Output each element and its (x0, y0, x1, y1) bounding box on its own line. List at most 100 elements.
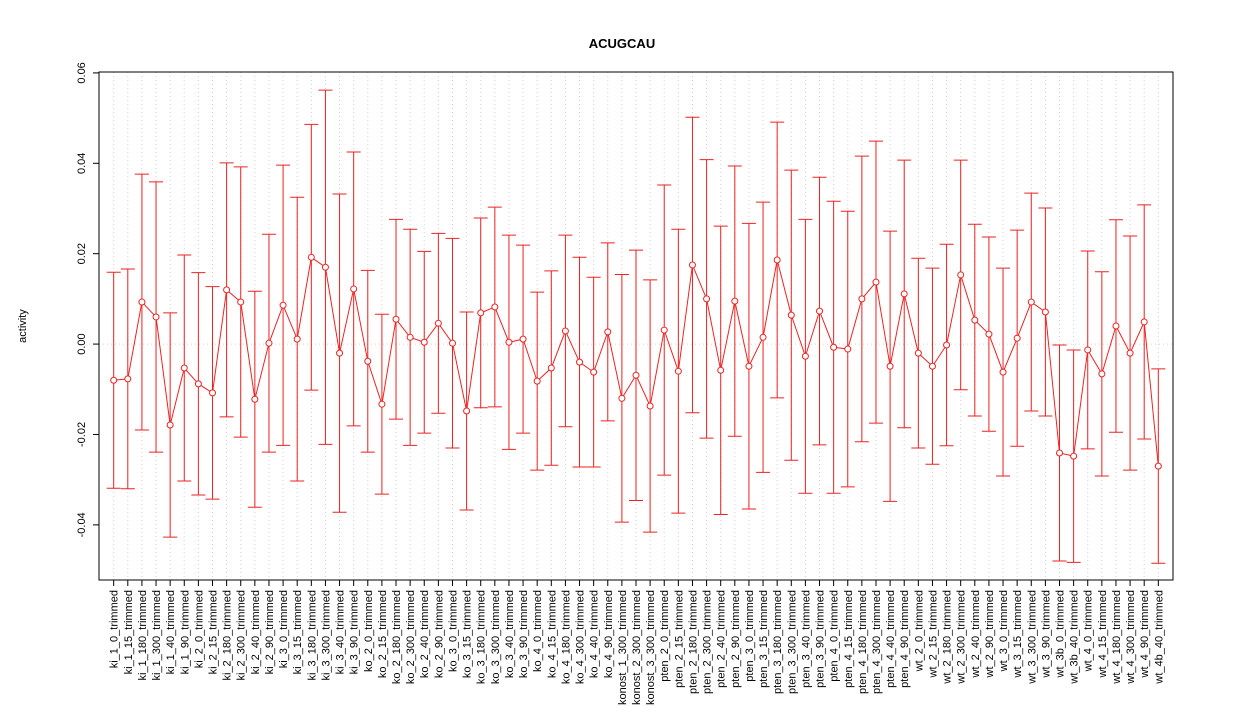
x-tick-label: pten_4_90_trimmed (899, 590, 911, 688)
y-axis-label: activity (17, 309, 29, 343)
y-tick-label: 0.00 (76, 333, 88, 354)
x-tick-label: ko_3_40_trimmed (504, 590, 516, 678)
point (251, 395, 259, 403)
point (1041, 308, 1049, 316)
x-tick-label: ki_3_90_trimmed (349, 590, 361, 674)
x-tick-label: pten_2_180_trimmed (687, 590, 699, 694)
point (491, 303, 499, 311)
x-tick-label: ki_1_300_trimmed (151, 590, 163, 681)
x-tick-label: wt_2_15_trimmed (927, 590, 939, 678)
x-tick-label: pten_3_15_trimmed (758, 590, 770, 688)
x-tick-label: ko_2_0_trimmed (363, 590, 375, 672)
x-tick-label: wt_2_0_trimmed (913, 590, 925, 672)
x-tick-label: ko_3_180_trimmed (476, 590, 488, 684)
x-tick-label: wt_4_180_trimmed (1111, 590, 1123, 685)
point (350, 285, 358, 293)
point (646, 402, 654, 410)
point (576, 358, 584, 366)
point (928, 362, 936, 370)
x-tick-label: wt_3b_0_trimmed (1055, 590, 1067, 678)
x-tick-label: ko_2_15_trimmed (377, 590, 389, 678)
point (533, 377, 541, 385)
x-tick-label: wt_4_0_trimmed (1083, 590, 1095, 672)
x-tick-label: pten_3_180_trimmed (772, 590, 784, 694)
x-tick-label: ko_2_90_trimmed (433, 590, 445, 678)
point (378, 400, 386, 408)
plot-frame (98, 71, 1174, 581)
x-tick-label: ko_4_90_trimmed (603, 590, 615, 678)
point (1027, 298, 1035, 306)
point (1154, 462, 1162, 470)
x-tick-label: ki_2_40_trimmed (250, 590, 262, 674)
x-tick-label: ko_3_90_trimmed (518, 590, 530, 678)
x-tick-label: pten_4_180_trimmed (857, 590, 869, 694)
point (773, 256, 781, 264)
point (787, 311, 795, 319)
x-tick-label: ki_1_15_trimmed (123, 590, 135, 674)
point (307, 253, 315, 261)
point (717, 366, 725, 374)
point (463, 407, 471, 415)
point (844, 345, 852, 353)
point (505, 338, 513, 346)
x-tick-label: konost_1_300_trimmed (617, 590, 629, 705)
point (731, 297, 739, 305)
x-tick-label: wt_2_180_trimmed (942, 590, 954, 685)
x-tick-label: pten_4_15_trimmed (843, 590, 855, 688)
point (1126, 349, 1134, 357)
point (519, 335, 527, 343)
x-tick-label: ki_2_0_trimmed (193, 590, 205, 668)
y-tick-label: 0.02 (76, 243, 88, 264)
x-tick-label: ki_1_90_trimmed (179, 590, 191, 674)
y-tick-label: 0.04 (76, 153, 88, 174)
point (194, 380, 202, 388)
point (604, 328, 612, 336)
point (858, 295, 866, 303)
x-tick-label: wt_2_40_trimmed (970, 590, 982, 678)
point (434, 319, 442, 327)
point (1056, 449, 1064, 457)
point (816, 307, 824, 315)
x-tick-label: ki_3_15_trimmed (292, 590, 304, 674)
point (830, 343, 838, 351)
point (208, 389, 216, 397)
point (1013, 334, 1021, 342)
point (321, 263, 329, 271)
point (688, 261, 696, 269)
chart-title: ACUGCAU (589, 36, 655, 51)
x-tick-label: ki_1_0_trimmed (109, 590, 121, 668)
x-tick-label: ki_3_0_trimmed (278, 590, 290, 668)
x-tick-label: ki_1_40_trimmed (165, 590, 177, 674)
point (999, 368, 1007, 376)
x-tick-label: wt_3b_40_trimmed (1069, 590, 1081, 685)
x-tick-label: pten_2_40_trimmed (716, 590, 728, 688)
x-tick-label: pten_4_0_trimmed (829, 590, 841, 682)
x-tick-label: pten_3_0_trimmed (744, 590, 756, 682)
x-tick-label: pten_4_40_trimmed (885, 590, 897, 688)
x-tick-label: pten_3_40_trimmed (800, 590, 812, 688)
point (745, 362, 753, 370)
point (985, 330, 993, 338)
x-tick-label: ko_4_15_trimmed (546, 590, 558, 678)
x-tick-label: ki_2_90_trimmed (264, 590, 276, 674)
point (124, 375, 132, 383)
x-tick-label: wt_2_90_trimmed (984, 590, 996, 678)
x-tick-label: ki_2_180_trimmed (222, 590, 234, 681)
point (279, 301, 287, 309)
point (392, 315, 400, 323)
point (561, 327, 569, 335)
point (448, 339, 456, 347)
x-tick-label: pten_2_90_trimmed (730, 590, 742, 688)
point (660, 326, 668, 334)
x-tick-label: wt_3_0_trimmed (998, 590, 1010, 672)
point (872, 278, 880, 286)
point (547, 364, 555, 372)
x-tick-label: ko_3_0_trimmed (447, 590, 459, 672)
point (166, 421, 174, 429)
point (477, 309, 485, 317)
x-tick-label: pten_4_300_trimmed (871, 590, 883, 694)
x-tick-label: wt_4_300_trimmed (1125, 590, 1137, 685)
point (914, 349, 922, 357)
x-tick-label: ko_3_300_trimmed (490, 590, 502, 684)
